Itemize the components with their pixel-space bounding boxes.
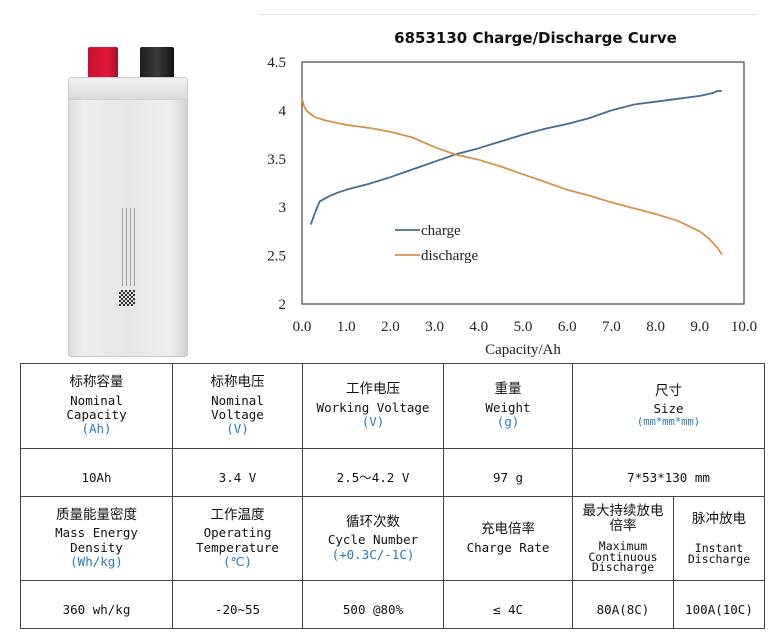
value-size: 7*53*130 mm [572, 448, 765, 497]
value-operating-temperature: -20~55 [172, 580, 303, 629]
header-size: 尺寸 Size (mm*mm*mm) [572, 363, 765, 449]
spec-header-row-1: 标称容量 Nominal Capacity (Ah) 标称电压 Nominal … [20, 363, 765, 449]
chart-canvas: 4.5 4 3.5 3 2.5 2 0.0 1.0 2.0 3.0 4.0 5.0 6.0 7.0 8.0… [267, 55, 757, 358]
value-mass-energy-density: 360 wh/kg [20, 580, 173, 629]
y-tick-label: 3.5 [267, 152, 286, 168]
x-tick-label: 4.0 [469, 319, 488, 335]
header-cycle-number: 循环次数 Cycle Number (+0.3C/-1C) [302, 496, 444, 581]
header-charge-rate: 充电倍率 Charge Rate [443, 496, 573, 581]
positive-tab [88, 47, 118, 81]
value-charge-rate: ≤ 4C [443, 580, 573, 629]
header-nominal-capacity: 标称容量 Nominal Capacity (Ah) [20, 363, 173, 449]
value-max-continuous-discharge: 80A(8C) [572, 580, 674, 629]
y-tick-label: 2.5 [267, 249, 286, 265]
charge-curve [309, 90, 722, 225]
spec-value-row-1: 10Ah 3.4 V 2.5～4.2 V 97 g 7*53*130 mm [20, 448, 765, 497]
charge-discharge-chart: 6853130 Charge/Discharge Curve 4.5 4 3.5 3 2… [258, 0, 782, 360]
header-mass-energy-density: 质量能量密度 Mass Energy Density (Wh/kg) [20, 496, 173, 581]
chart-title: 6853130 Charge/Discharge Curve [394, 29, 677, 47]
header-operating-temperature: 工作温度 Operating Temperature (℃) [172, 496, 303, 581]
header-working-voltage: 工作电压 Working Voltage (V) [302, 363, 444, 449]
x-tick-label: 10.0 [731, 319, 757, 335]
x-tick-label: 0.0 [293, 319, 312, 335]
x-tick-label: 8.0 [646, 319, 665, 335]
value-cycle-number: 500 @80% [302, 580, 444, 629]
value-instant-discharge: 100A(10C) [673, 580, 765, 629]
y-tick-label: 4.5 [267, 55, 286, 71]
legend-label-charge: charge [421, 223, 461, 239]
legend-label-discharge: discharge [421, 248, 479, 264]
value-working-voltage: 2.5～4.2 V [302, 448, 444, 497]
x-tick-label: 7.0 [602, 319, 621, 335]
value-weight: 97 g [443, 448, 573, 497]
y-tick-label: 2 [279, 297, 287, 313]
battery-product-image [60, 40, 210, 360]
value-nominal-voltage: 3.4 V [172, 448, 303, 497]
x-tick-label: 6.0 [558, 319, 577, 335]
x-tick-label: 9.0 [690, 319, 709, 335]
divider [258, 14, 758, 15]
header-max-continuous-discharge: 最大持续放电 倍率 Maximum Continuous Discharge [572, 496, 674, 581]
qr-code-icon [119, 290, 135, 306]
spec-value-row-2: 360 wh/kg -20~55 500 @80% ≤ 4C 80A(8C) 1… [20, 580, 765, 629]
header-instant-discharge: 脉冲放电 Instant Discharge [673, 496, 765, 581]
printed-label-text [122, 208, 136, 286]
spec-table: 标称容量 Nominal Capacity (Ah) 标称电压 Nominal … [20, 363, 765, 629]
plot-area [301, 61, 745, 305]
printed-label [119, 208, 145, 308]
y-tick-label: 3 [279, 200, 287, 216]
x-tick-label: 3.0 [425, 319, 444, 335]
battery-pouch [68, 77, 188, 357]
y-tick-label: 4 [279, 103, 287, 119]
header-weight: 重量 Weight (g) [443, 363, 573, 449]
x-axis-label: Capacity/Ah [485, 342, 561, 358]
value-nominal-capacity: 10Ah [20, 448, 173, 497]
header-nominal-voltage: 标称电压 Nominal Voltage (V) [172, 363, 303, 449]
discharge-curve [301, 98, 723, 256]
pouch-seal [69, 78, 187, 100]
spec-header-row-2: 质量能量密度 Mass Energy Density (Wh/kg) 工作温度 … [20, 496, 765, 581]
x-tick-label: 2.0 [381, 319, 400, 335]
negative-tab [140, 47, 174, 81]
x-tick-label: 1.0 [337, 319, 356, 335]
x-tick-label: 5.0 [514, 319, 533, 335]
